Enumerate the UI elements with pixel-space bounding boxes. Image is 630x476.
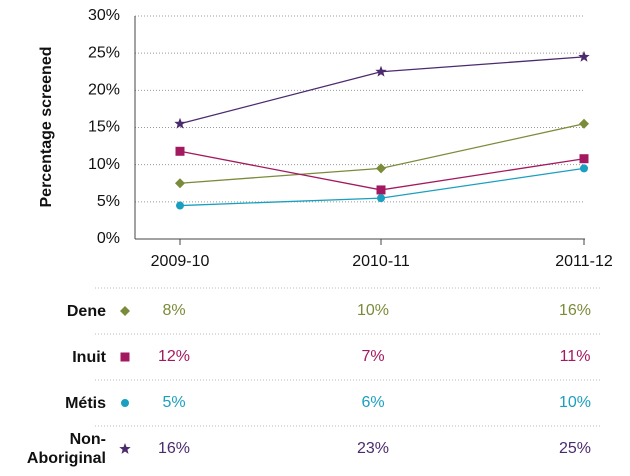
y-tick-label: 0% — [97, 230, 120, 247]
series-line — [179, 123, 585, 184]
data-label: 7% — [361, 348, 384, 365]
marker — [175, 178, 185, 189]
legend-marker — [121, 399, 129, 407]
marker — [176, 201, 184, 210]
marker — [174, 117, 186, 129]
data-label: 5% — [162, 394, 185, 411]
legend-marker — [119, 443, 131, 454]
marker — [376, 185, 386, 195]
y-tick-label: 25% — [88, 44, 120, 61]
row-label: Dene — [66, 302, 106, 320]
y-axis-label: Percentage screened — [38, 47, 55, 208]
data-label: 23% — [357, 440, 389, 457]
marker — [375, 65, 387, 77]
y-tick-label: 5% — [97, 193, 120, 210]
x-tick-label: 2009-10 — [151, 253, 210, 270]
row-label: Métis — [65, 394, 106, 412]
y-tick-label: 15% — [88, 119, 120, 136]
data-label: 8% — [162, 302, 185, 319]
row-label: Inuit — [72, 348, 106, 366]
marker — [579, 154, 589, 164]
y-tick-label: 10% — [88, 156, 120, 173]
legend-marker — [120, 306, 130, 316]
data-label: 25% — [559, 440, 591, 457]
marker — [377, 194, 385, 203]
marker — [376, 163, 386, 174]
marker — [580, 164, 588, 173]
marker — [175, 146, 185, 156]
data-label: 6% — [361, 394, 384, 411]
y-tick-label: 20% — [88, 82, 120, 99]
marker — [578, 50, 590, 62]
data-label: 10% — [559, 394, 591, 411]
y-tick-label: 30% — [88, 7, 120, 24]
data-label: 12% — [158, 348, 190, 365]
x-tick-label: 2010-11 — [352, 253, 410, 270]
data-label: 11% — [560, 348, 591, 365]
row-label: Non-Aboriginal — [26, 431, 106, 467]
x-tick-label: 2011-12 — [555, 253, 613, 270]
marker — [579, 118, 589, 129]
legend-marker — [120, 352, 130, 362]
data-label: 16% — [158, 440, 190, 457]
data-label: 16% — [559, 302, 591, 319]
data-label: 10% — [357, 302, 389, 319]
